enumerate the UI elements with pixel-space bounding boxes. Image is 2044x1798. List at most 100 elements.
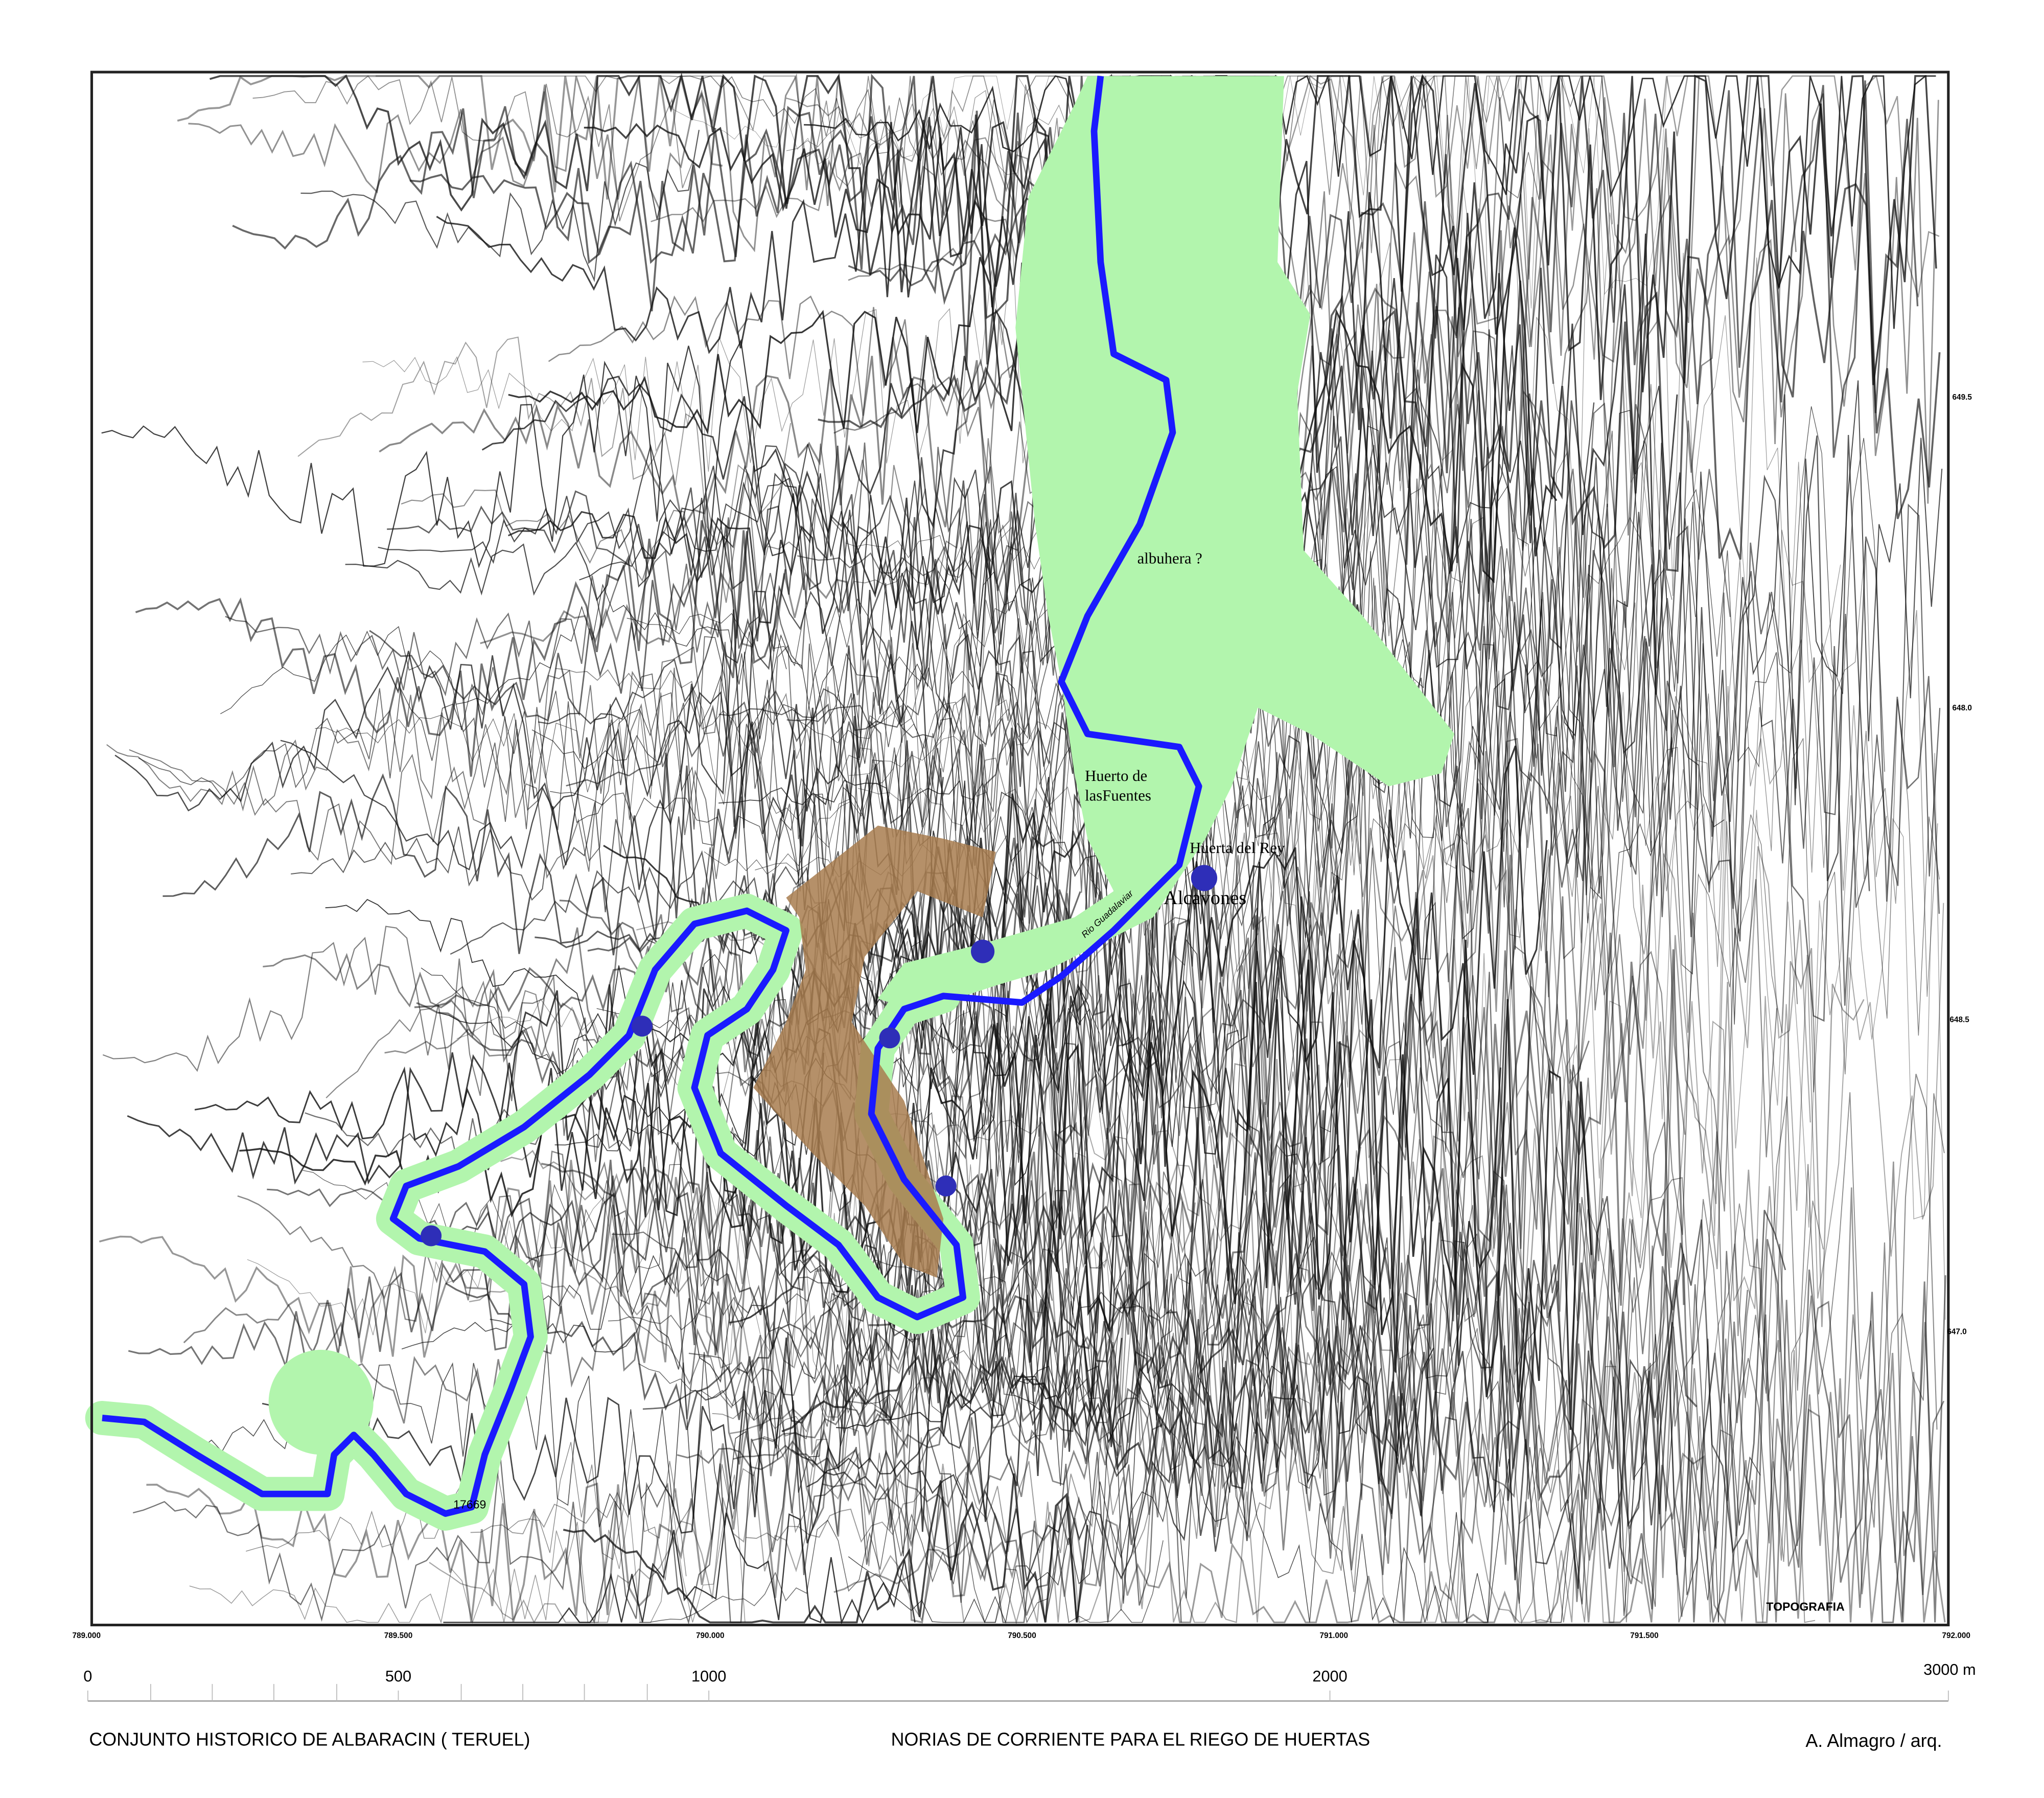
- norias: [421, 865, 1218, 1247]
- contour-line: [315, 559, 1458, 925]
- y-coord: 648.5: [1949, 1016, 1969, 1024]
- contour-line: [712, 1201, 1824, 1575]
- contour-line: [409, 112, 1051, 319]
- scale-label: 2000: [1312, 1667, 1347, 1685]
- contour-line: [183, 1183, 950, 1531]
- label-huerta-rey: Huerta del Rey: [1190, 839, 1285, 857]
- y-coord: 649.5: [1953, 393, 1972, 402]
- x-coord: 790.500: [1008, 1631, 1036, 1640]
- scale-bar: 0 500 1000 2000 3000 m: [83, 1661, 1976, 1702]
- scale-label: 3000 m: [1923, 1661, 1976, 1678]
- noria-dot-icon: [1191, 865, 1218, 891]
- contour-line: [267, 1088, 887, 1289]
- contour-line: [730, 1161, 1936, 1595]
- contour-line: [135, 520, 786, 777]
- contour-line: [806, 1420, 1269, 1581]
- contour-line: [177, 75, 723, 200]
- contour-line: [677, 1235, 1946, 1623]
- noria-dot-icon: [421, 1225, 442, 1247]
- contour-line: [642, 1167, 1786, 1554]
- label-alcavones: Alcavones: [1164, 887, 1246, 909]
- noria-dot-icon: [879, 1027, 900, 1049]
- y-coord: 648.0: [1953, 704, 1972, 712]
- scale-label: 1000: [691, 1667, 726, 1685]
- x-coord: 789.000: [72, 1631, 101, 1640]
- title-center: NORIAS DE CORRIENTE PARA EL RIEGO DE HUE…: [891, 1729, 1371, 1749]
- contour-line: [555, 668, 1007, 823]
- contour-line: [848, 76, 1919, 458]
- contour-line: [325, 777, 1133, 1098]
- scale-label: 500: [385, 1667, 411, 1685]
- contour-line: [823, 909, 1590, 1230]
- author: A. Almagro / arq.: [1805, 1731, 1942, 1751]
- contour-line: [781, 1354, 1202, 1476]
- contour-line: [612, 1167, 1053, 1363]
- contour-line: [225, 442, 1201, 806]
- scale-label: 0: [83, 1667, 92, 1685]
- contour-line: [132, 1345, 1182, 1625]
- contour-line: [445, 1148, 1159, 1436]
- contour-line: [733, 1359, 1520, 1623]
- x-coord: 791.500: [1630, 1631, 1659, 1640]
- contour-line: [836, 1325, 1434, 1514]
- label-benchmark: 17669: [453, 1497, 486, 1511]
- contour-line: [746, 1350, 1816, 1624]
- contour-line: [848, 1334, 1761, 1624]
- contour-line: [532, 1073, 1938, 1601]
- contour-line: [262, 1242, 1123, 1543]
- contour-line: [818, 183, 1941, 572]
- contour-line: [791, 1303, 1673, 1589]
- contour-line: [189, 1474, 746, 1624]
- contour-line: [138, 636, 894, 891]
- contour-line: [345, 472, 807, 605]
- river-guadalaviar: [102, 75, 1202, 1517]
- contour-line: [875, 1092, 1945, 1460]
- contour-line: [162, 677, 1139, 1002]
- contour-line: [252, 75, 693, 222]
- x-coord: 790.000: [696, 1631, 725, 1640]
- contour-line: [232, 74, 1114, 371]
- noria-dot-icon: [935, 1175, 957, 1197]
- contour-line: [469, 1090, 1592, 1502]
- noria-dot-icon: [631, 1016, 653, 1037]
- contour-line: [297, 336, 792, 545]
- x-coord: 792.000: [1942, 1631, 1970, 1640]
- contour-line: [480, 571, 900, 725]
- contour-line: [563, 1473, 1088, 1624]
- contour-line: [429, 1326, 1646, 1625]
- label-huerto-fuentes-2: lasFuentes: [1085, 787, 1151, 804]
- map-frame: [90, 71, 1950, 1627]
- contour-line: [237, 1105, 972, 1396]
- y-coord: 647.0: [1947, 1327, 1966, 1336]
- contour-line: [833, 1353, 1946, 1625]
- contour-line: [541, 932, 1685, 1335]
- huerta-southwest-patch: [268, 1350, 374, 1455]
- contour-line: [535, 869, 976, 973]
- huerta-north-valley: [877, 76, 1455, 1012]
- contour-line: [99, 1160, 855, 1456]
- label-albuhera: albuhera ?: [1137, 550, 1202, 567]
- contour-line: [443, 1512, 916, 1625]
- contour-line: [247, 1107, 1328, 1515]
- title-left: CONJUNTO HISTORICO DE ALBARACIN ( TERUEL…: [89, 1729, 530, 1749]
- contour-line: [804, 75, 1936, 329]
- label-huerto-fuentes-1: Huerto de: [1085, 767, 1147, 785]
- contour-line: [638, 1189, 1718, 1607]
- contour-line: [688, 1184, 1748, 1557]
- contour-line: [884, 1021, 1346, 1269]
- stamp-topografia: TOPOGRAFIA: [1766, 1600, 1845, 1613]
- contour-line: [874, 903, 1944, 1321]
- contour-line: [470, 1426, 974, 1571]
- contour-line: [378, 328, 1595, 776]
- contour-line: [376, 75, 1613, 289]
- noria-dot-icon: [971, 939, 995, 963]
- contour-line: [146, 1351, 975, 1624]
- contour-line: [291, 718, 1214, 1033]
- contour-line: [326, 855, 1459, 1313]
- contour-line: [101, 339, 805, 590]
- contour-line: [379, 197, 1554, 651]
- x-coord: 791.000: [1319, 1631, 1348, 1640]
- x-coord: 789.500: [384, 1631, 413, 1640]
